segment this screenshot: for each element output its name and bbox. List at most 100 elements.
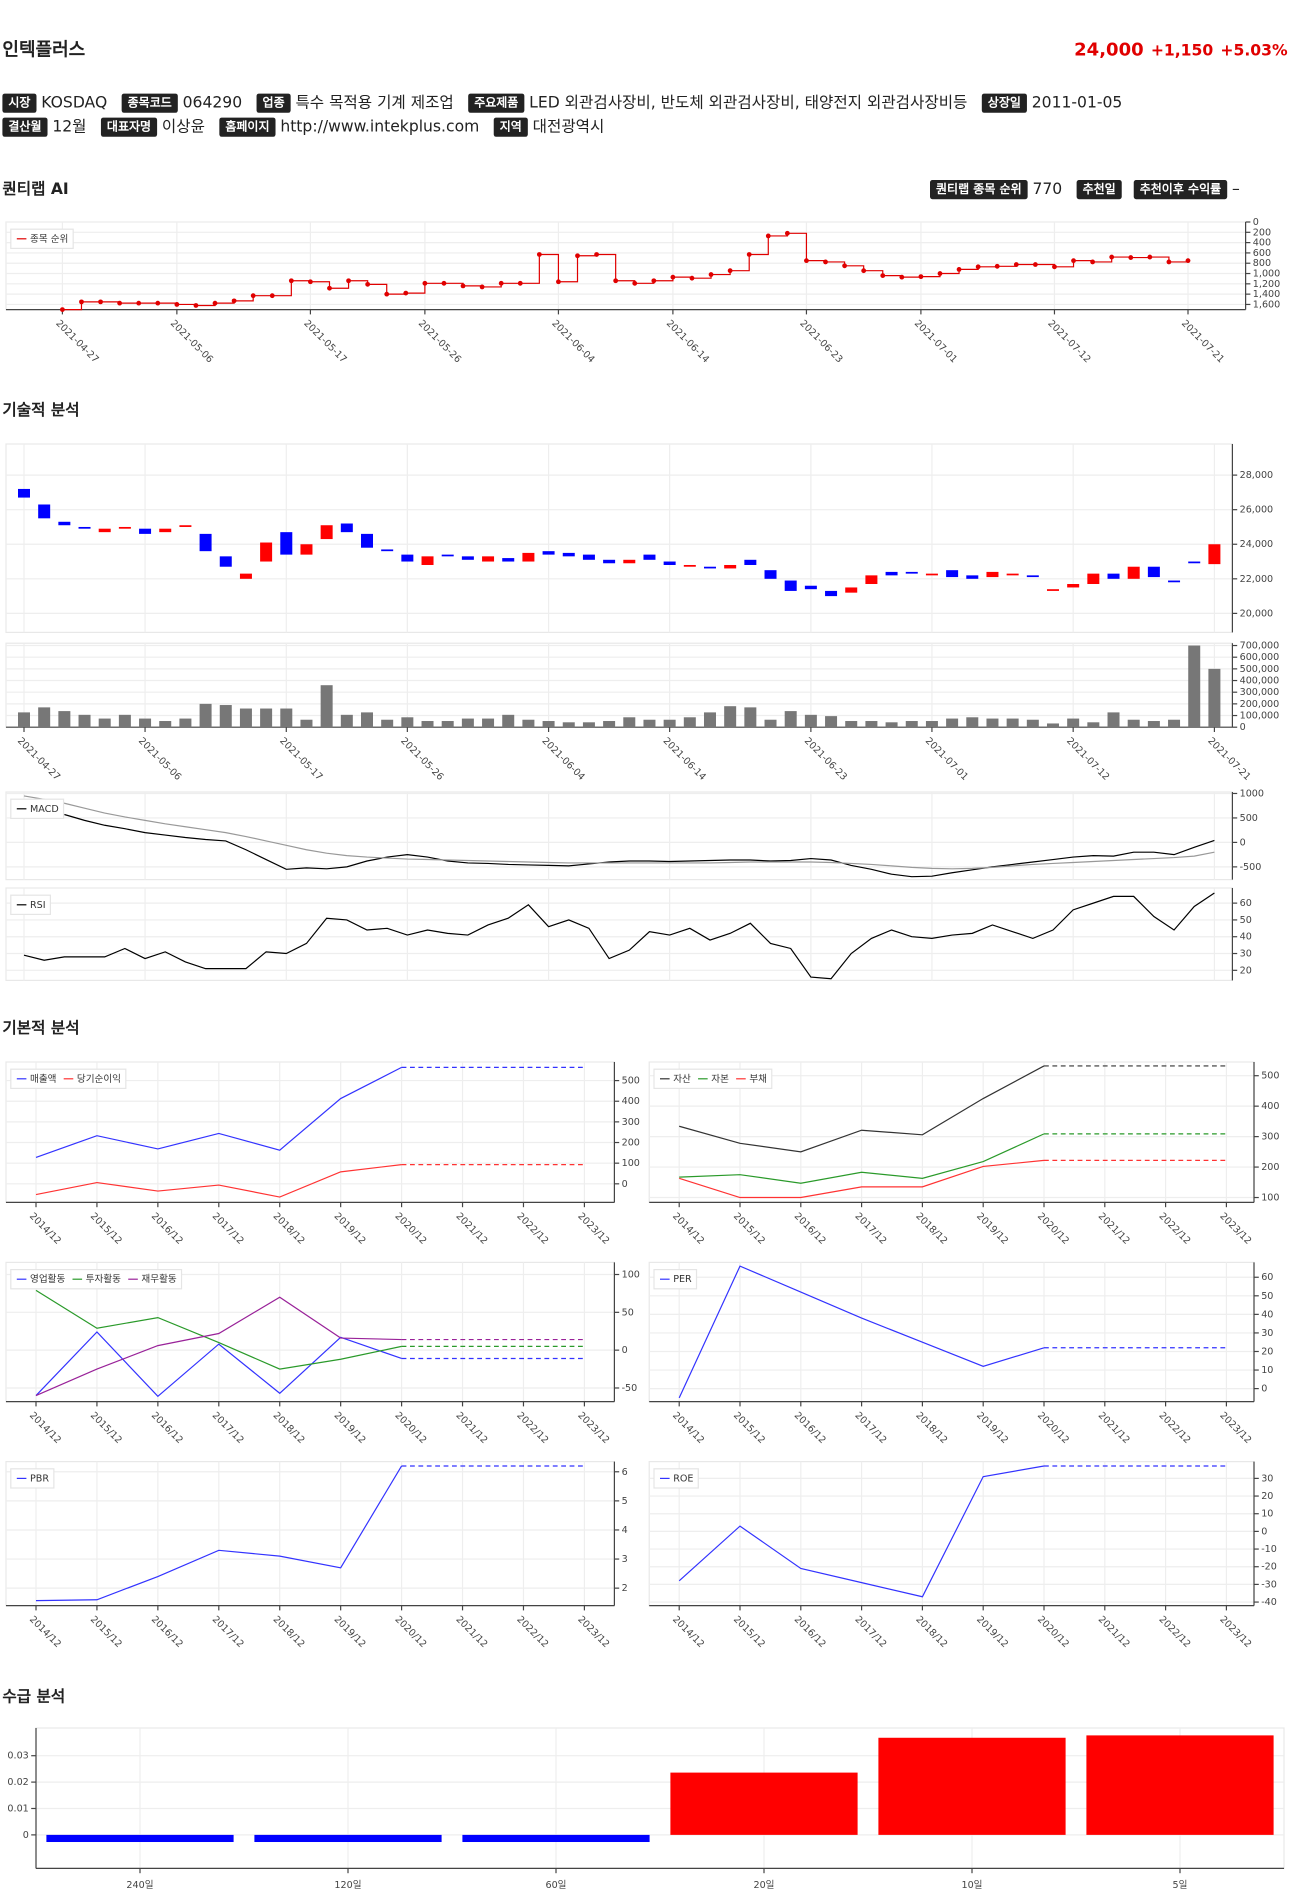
bar: [966, 717, 979, 728]
x-tick-label: 2021-05-26: [416, 318, 463, 365]
bar: [1006, 718, 1019, 728]
point: [575, 253, 580, 259]
series-line: [35, 1164, 402, 1198]
point: [899, 274, 905, 280]
bar: [199, 703, 212, 728]
point: [746, 252, 752, 257]
bar: [219, 705, 232, 728]
point: [346, 278, 351, 284]
point: [1166, 259, 1172, 265]
y-tick-label: 60: [1261, 1272, 1273, 1283]
y-tick-label: 3: [622, 1554, 628, 1565]
badge-label: 상장일: [988, 95, 1021, 110]
point: [918, 274, 924, 280]
y-tick-label: 2: [622, 1583, 628, 1594]
point: [1071, 258, 1076, 264]
candle-body: [300, 544, 313, 555]
candle-body: [340, 523, 353, 533]
point: [956, 267, 962, 272]
bar: [78, 714, 91, 728]
price-price: 24,000: [1074, 39, 1143, 60]
legend-label: 자본: [711, 1074, 729, 1085]
legend-label: 매출액: [30, 1073, 56, 1085]
badge-label: 추천일: [1083, 181, 1116, 196]
point: [174, 302, 180, 307]
candle-body: [562, 552, 575, 557]
series-line: [64, 813, 1215, 878]
x-tick-label: 2021-07-21: [1205, 736, 1252, 783]
badge: [121, 93, 178, 113]
candle-body: [966, 575, 979, 579]
x-tick-label: 2022/12: [1157, 1410, 1193, 1446]
x-tick-label: 2018/12: [913, 1614, 949, 1650]
legend-label: MACD: [30, 804, 59, 815]
candle-body: [603, 559, 616, 564]
y-tick-label: 500: [622, 1076, 640, 1087]
candle-body: [582, 554, 595, 560]
stock-name: 인텍플러스: [2, 39, 85, 60]
point: [1032, 262, 1038, 267]
x-tick-label: 2019/12: [974, 1614, 1010, 1650]
x-tick-label: 2020/12: [393, 1410, 429, 1446]
y-tick-label: 100: [1261, 1193, 1279, 1204]
x-tick-label: 2023/12: [575, 1614, 611, 1650]
candle-body: [724, 564, 737, 569]
x-tick-label: 2019/12: [974, 1211, 1010, 1247]
legend-label: 부채: [749, 1074, 767, 1085]
bar: [159, 721, 172, 728]
y-tick-label: 500: [1240, 813, 1258, 824]
x-tick-label: 2015/12: [88, 1614, 124, 1650]
info-value: 대전광역시: [533, 118, 605, 136]
bar: [58, 711, 71, 728]
x-tick-label: 2016/12: [149, 1614, 185, 1650]
y-tick-label: 0: [1253, 217, 1259, 228]
y-tick-label: 300,000: [1240, 687, 1280, 698]
y-tick-label: -500: [1240, 862, 1262, 873]
badge-label: 주요제품: [474, 96, 518, 110]
bar: [703, 712, 716, 728]
x-tick-label: 2018/12: [271, 1410, 307, 1446]
candle-body: [1067, 584, 1080, 588]
y-tick-label: 100: [622, 1158, 640, 1169]
point: [975, 264, 981, 270]
ai-value: 770: [1032, 180, 1062, 198]
candle-body: [925, 573, 938, 576]
candle-body: [1087, 573, 1100, 585]
series-line: [679, 1065, 1045, 1153]
x-tick-label: 2015/12: [731, 1410, 767, 1446]
bar: [845, 721, 858, 728]
x-tick-label: 2021-05-06: [136, 736, 183, 783]
legend-box: [653, 1068, 773, 1089]
point: [288, 278, 294, 284]
bar: [663, 719, 676, 728]
x-tick-label: 2023/12: [1217, 1614, 1253, 1650]
x-tick-label: 2014/12: [670, 1614, 706, 1650]
candle-body: [885, 571, 898, 576]
y-tick-label: 400: [1253, 238, 1271, 249]
point: [594, 252, 599, 257]
point: [1128, 255, 1134, 260]
x-tick-label: 240일: [126, 1880, 153, 1891]
candle-body: [1168, 580, 1181, 583]
section-title: 기술적 분석: [2, 401, 79, 419]
bar: [724, 706, 737, 728]
point: [632, 280, 638, 286]
homepage-link[interactable]: http://www.intekplus.com: [280, 118, 479, 136]
legend-label: 영업활동: [30, 1273, 65, 1285]
y-tick-label: 4: [622, 1525, 628, 1536]
series-line: [23, 795, 1215, 870]
x-tick-label: 2019/12: [332, 1410, 368, 1446]
point: [327, 285, 332, 291]
legend-label: 당기순이익: [77, 1073, 121, 1085]
point: [479, 284, 485, 290]
y-tick-label: 22,000: [1240, 574, 1274, 585]
bar: [260, 708, 273, 728]
bar: [1168, 719, 1181, 728]
x-tick-label: 2021/12: [1096, 1410, 1132, 1446]
bar: [98, 718, 111, 728]
y-tick-label: 50: [1240, 915, 1252, 926]
bar: [885, 722, 898, 728]
y-tick-label: 200: [1261, 1162, 1279, 1173]
x-tick-label: 2020/12: [1035, 1211, 1071, 1247]
y-tick-label: 40: [1240, 932, 1252, 943]
